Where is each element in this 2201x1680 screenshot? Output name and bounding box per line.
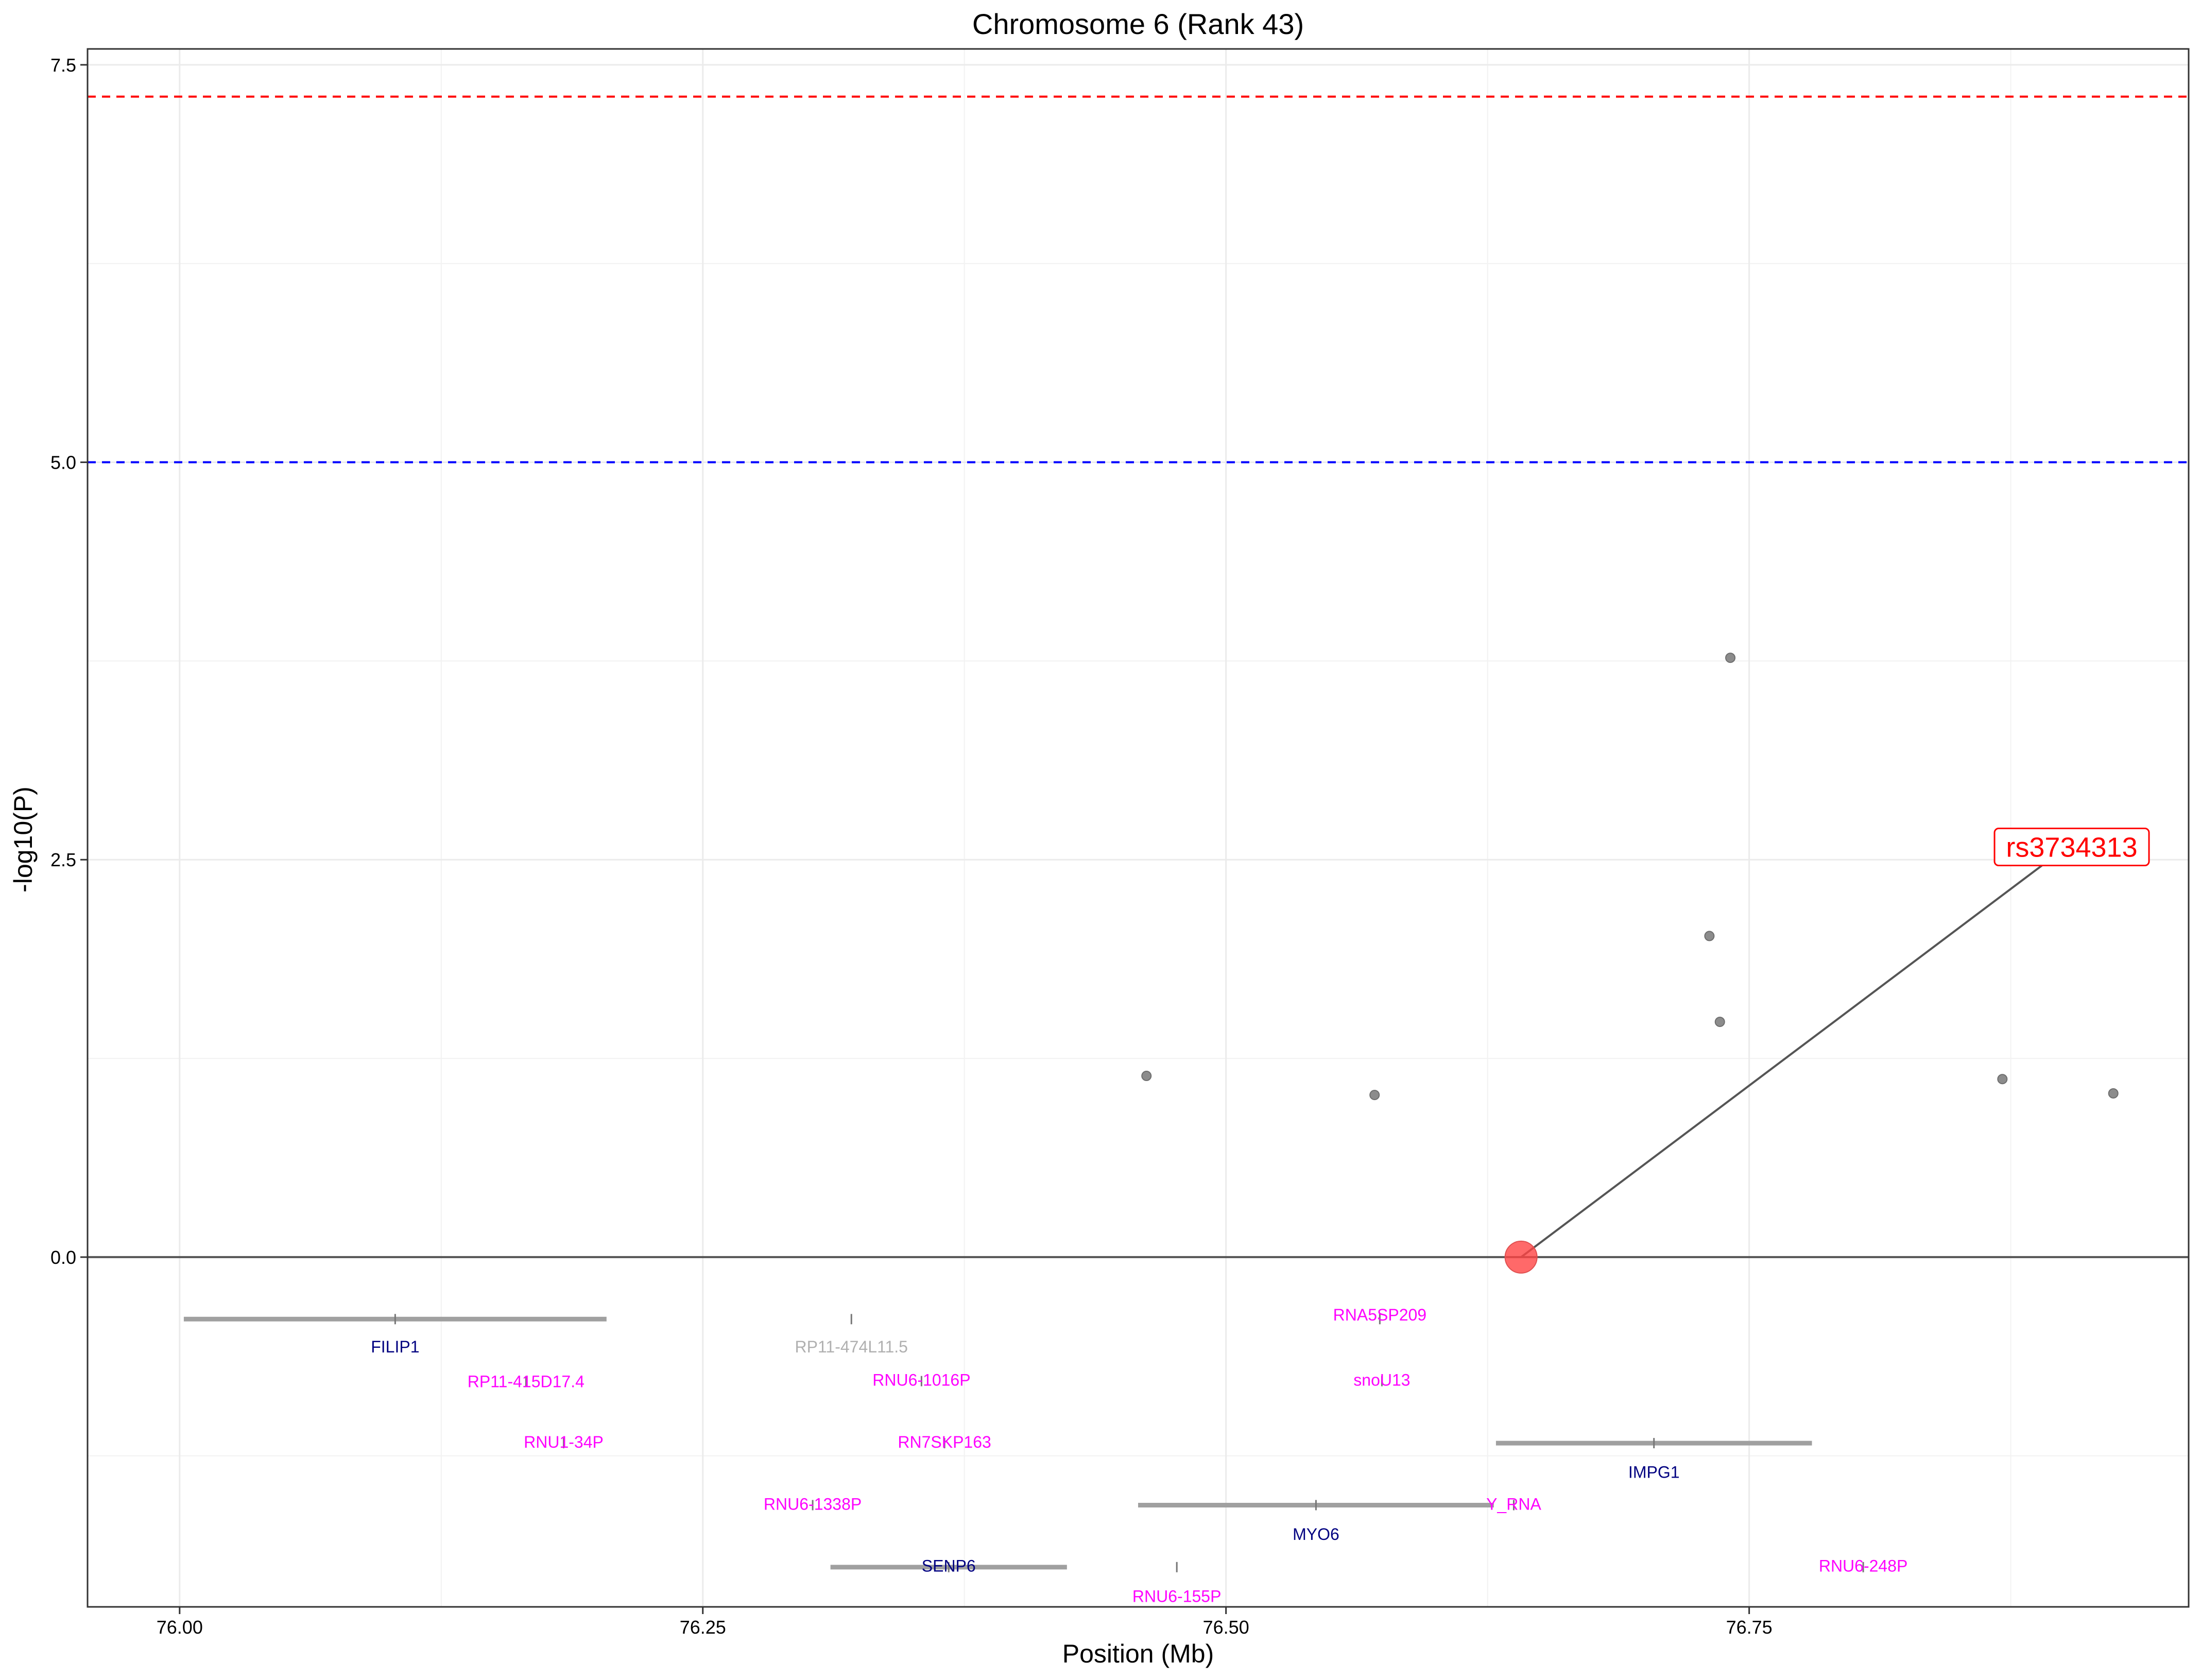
y-tick-label: 2.5 <box>50 849 76 870</box>
lead-snp-label-box <box>1993 828 2150 867</box>
y-axis-title: -log10(P) <box>9 786 38 893</box>
gene-label: RNU6-248P <box>1819 1557 1908 1575</box>
gene-label: MYO6 <box>1293 1525 1339 1544</box>
x-tick-label: 76.75 <box>1726 1617 1773 1638</box>
gene-label: RN7SKP163 <box>898 1433 991 1451</box>
snp-point <box>2108 1088 2119 1099</box>
x-tick-label: 76.25 <box>680 1617 726 1638</box>
gene-label: RNU6-155P <box>1132 1587 1222 1605</box>
snp-point <box>1714 1017 1725 1027</box>
gene-label: RNU6-1338P <box>764 1495 862 1513</box>
plot-background <box>88 49 2189 1607</box>
snp-point <box>1725 653 1736 663</box>
chart-title: Chromosome 6 (Rank 43) <box>972 8 1304 40</box>
lead-snp-label: rs3734313 <box>2006 832 2137 863</box>
snp-point <box>1369 1090 1380 1101</box>
x-axis-title: Position (Mb) <box>1062 1639 1214 1668</box>
gene-label: FILIP1 <box>371 1338 419 1356</box>
gene-label: Y_RNA <box>1486 1495 1541 1513</box>
snp-point <box>1704 931 1715 941</box>
x-tick-label: 76.00 <box>157 1617 203 1638</box>
snp-point <box>1997 1074 2008 1085</box>
y-tick-label: 0.0 <box>50 1247 76 1268</box>
gene-label: RNU1-34P <box>524 1433 604 1451</box>
lead-snp-connector <box>1520 861 2047 1258</box>
y-tick-label: 5.0 <box>50 452 76 473</box>
plot-area: FILIP1 RP11-474L11.5 RNA5SP209 RP11-415D17.… <box>50 48 2190 1638</box>
gene-label: RNU6-1016P <box>872 1371 970 1390</box>
x-tick-label: 76.50 <box>1203 1617 1249 1638</box>
lead-snp-point <box>1504 1240 1538 1274</box>
snp-point <box>1141 1071 1152 1082</box>
gene-label: SENP6 <box>922 1557 976 1575</box>
y-tick-label: 7.5 <box>50 55 76 76</box>
gene-label: RP11-415D17.4 <box>468 1373 584 1391</box>
gene-label: snoU13 <box>1353 1371 1410 1390</box>
plot-border <box>87 48 2190 1608</box>
gene-label: IMPG1 <box>1628 1463 1680 1482</box>
gene-label: RP11-474L11.5 <box>795 1338 908 1356</box>
gene-label: RNA5SP209 <box>1333 1306 1426 1324</box>
